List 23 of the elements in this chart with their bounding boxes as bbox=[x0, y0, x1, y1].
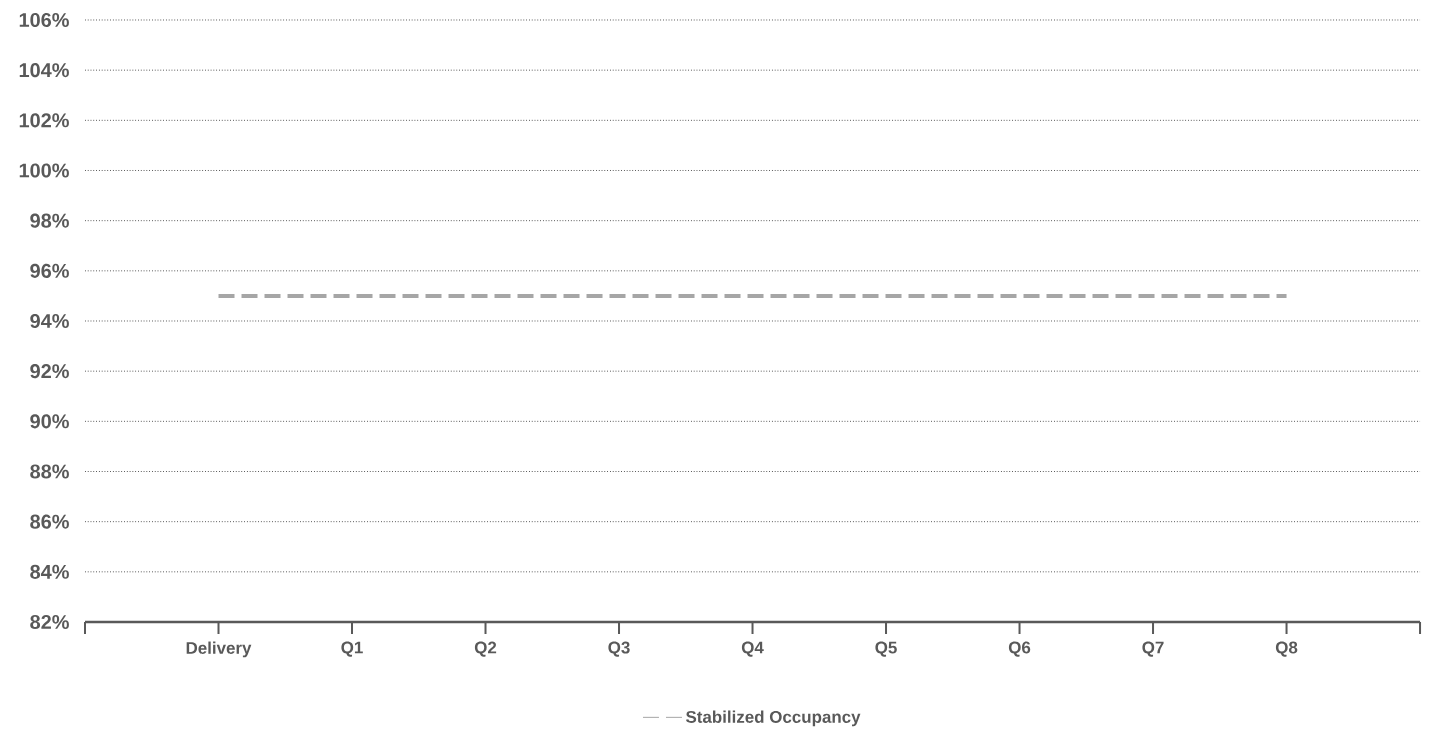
x-tick-label: Q6 bbox=[1008, 641, 1031, 657]
y-tick-label: 98% bbox=[30, 213, 69, 228]
y-tick-label: 84% bbox=[30, 564, 69, 579]
x-tick-label: Delivery bbox=[186, 641, 252, 658]
legend-label: Stabilized Occupancy bbox=[685, 710, 861, 727]
x-tick-label: Q4 bbox=[741, 641, 764, 657]
x-tick-label: Q8 bbox=[1275, 641, 1298, 657]
x-tick-label: Q3 bbox=[608, 641, 630, 657]
y-tick-label: 92% bbox=[30, 364, 69, 379]
y-tick-label: 106% bbox=[19, 12, 69, 28]
y-tick-label: 86% bbox=[30, 514, 69, 529]
x-tick-label: Q7 bbox=[1142, 641, 1164, 657]
y-tick-label: 90% bbox=[30, 414, 69, 429]
y-tick-label: 88% bbox=[30, 464, 69, 479]
y-tick-label: 96% bbox=[30, 263, 69, 278]
y-tick-label: 104% bbox=[19, 63, 69, 78]
x-tick-label: Q1 bbox=[341, 641, 363, 657]
y-tick-label: 94% bbox=[30, 313, 69, 329]
x-tick-label: Q2 bbox=[474, 641, 497, 657]
x-tick-label: Q5 bbox=[875, 641, 897, 657]
y-tick-label: 100% bbox=[19, 163, 69, 178]
y-tick-label: 82% bbox=[30, 614, 69, 630]
y-tick-label: 102% bbox=[19, 113, 69, 128]
